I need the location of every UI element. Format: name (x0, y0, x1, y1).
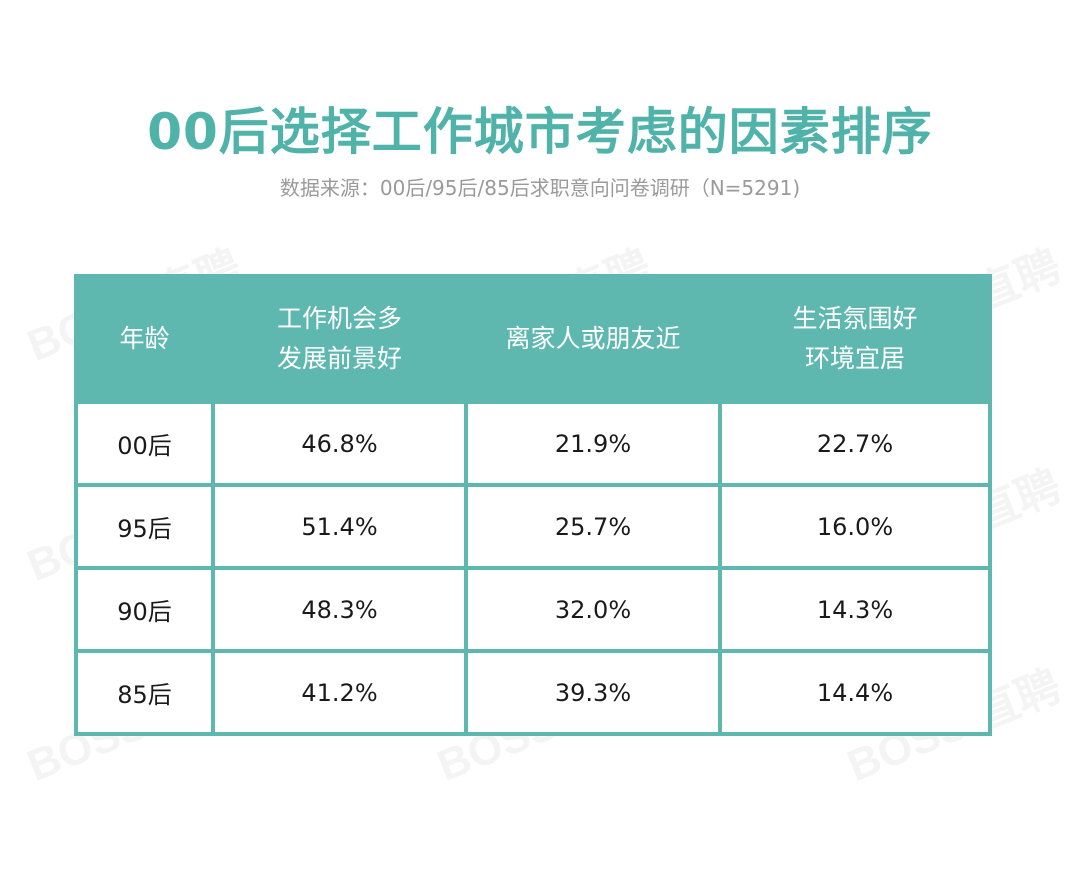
header-label: 工作机会多 (276, 304, 402, 333)
table-row: 95后 51.4% 25.7% 16.0% (74, 483, 992, 570)
header-job-opportunity: 工作机会多 发展前景好 (211, 274, 468, 404)
header-label: 发展前景好 (276, 344, 402, 373)
header-age: 年龄 (74, 274, 215, 404)
age-cell: 90后 (74, 566, 215, 653)
value-cell: 39.3% (464, 649, 722, 736)
table-row: 85后 41.2% 39.3% 14.4% (74, 649, 992, 736)
page-title: 00后选择工作城市考虑的因素排序 (147, 103, 933, 161)
header-near-family: 离家人或朋友近 (464, 274, 722, 404)
value-cell: 41.2% (211, 649, 468, 736)
value-cell: 14.3% (718, 566, 992, 653)
value-cell: 21.9% (464, 400, 722, 487)
header-label: 年龄 (119, 324, 170, 353)
age-cell: 95后 (74, 483, 215, 570)
header-label: 环境宜居 (804, 344, 905, 373)
table-header-row: 年龄 工作机会多 发展前景好 离家人或朋友近 生活氛围好 环境宜居 (74, 274, 992, 404)
factors-table: 年龄 工作机会多 发展前景好 离家人或朋友近 生活氛围好 环境宜居 00后 46… (74, 274, 992, 736)
value-cell: 32.0% (464, 566, 722, 653)
value-cell: 48.3% (211, 566, 468, 653)
header-label: 生活氛围好 (792, 304, 918, 333)
table-row: 90后 48.3% 32.0% 14.3% (74, 566, 992, 653)
value-cell: 51.4% (211, 483, 468, 570)
header-label: 离家人或朋友近 (505, 324, 681, 353)
header-living-environment: 生活氛围好 环境宜居 (718, 274, 992, 404)
data-source-subtitle: 数据来源：00后/95后/85后求职意向问卷调研（N=5291) (279, 176, 801, 200)
table-row: 00后 46.8% 21.9% 22.7% (74, 400, 992, 487)
value-cell: 46.8% (211, 400, 468, 487)
age-cell: 85后 (74, 649, 215, 736)
value-cell: 25.7% (464, 483, 722, 570)
value-cell: 16.0% (718, 483, 992, 570)
value-cell: 14.4% (718, 649, 992, 736)
value-cell: 22.7% (718, 400, 992, 487)
age-cell: 00后 (74, 400, 215, 487)
